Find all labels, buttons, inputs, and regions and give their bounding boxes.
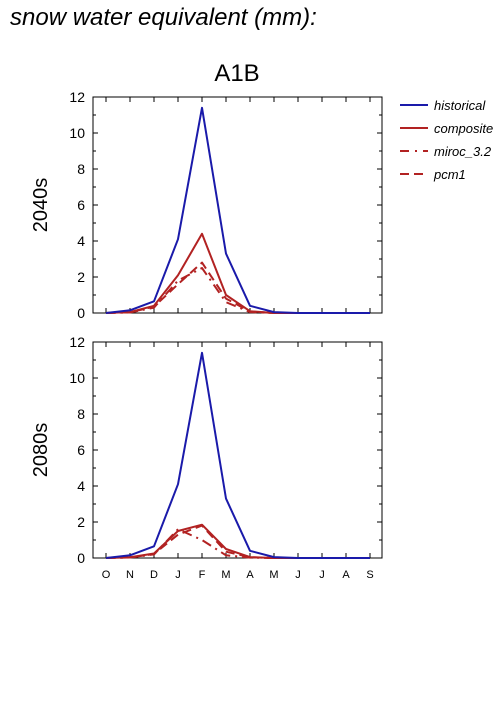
x-tick-label: J: [295, 569, 301, 581]
x-tick-label: F: [199, 569, 206, 581]
chart-panels: 0 2 4 6 8 10 12 2040s 0 2 4 6 8 10 12 O N D J F M A M J J A S 2080s: [30, 89, 383, 581]
panel-label: 2080s: [30, 423, 52, 478]
x-tick-label: S: [366, 569, 373, 581]
series-line-historical: [105, 106, 370, 314]
chart-title: A1B: [214, 60, 259, 87]
y-tick-label: 12: [69, 89, 85, 105]
y-tick-label: 4: [77, 233, 85, 249]
panel-2080s: 0 2 4 6 8 10 12 O N D J F M A M J J A S 2080s: [30, 334, 383, 581]
y-tick-label: 10: [69, 370, 85, 386]
y-tick-label: 4: [77, 478, 85, 494]
y-tick-label: 8: [77, 161, 85, 177]
legend-label-miroc_3.2: miroc_3.2: [434, 144, 492, 159]
x-tick-label: D: [150, 569, 158, 581]
y-tick-label: 8: [77, 406, 85, 422]
panel-label: 2040s: [30, 178, 52, 233]
x-tick-label: M: [221, 569, 230, 581]
y-tick-label: 6: [77, 442, 85, 458]
series-line-miroc_3.2: [105, 267, 370, 314]
series-line-composite: [105, 523, 370, 559]
x-tick-label: N: [126, 569, 134, 581]
x-tick-label: M: [269, 569, 278, 581]
y-tick-label: 0: [77, 550, 85, 566]
x-tick-label: A: [342, 569, 350, 581]
y-tick-label: 10: [69, 125, 85, 141]
series-line-composite: [105, 232, 370, 314]
y-tick-label: 12: [69, 334, 85, 350]
page-title: snow water equivalent (mm):: [10, 4, 317, 31]
chart-legend: historical composite miroc_3.2 pcm1: [400, 98, 493, 182]
y-tick-label: 2: [77, 514, 85, 530]
legend-label-pcm1: pcm1: [433, 167, 466, 182]
legend-label-composite: composite: [434, 121, 493, 136]
x-tick-label: J: [175, 569, 181, 581]
y-tick-label: 6: [77, 197, 85, 213]
panel-2040s: 0 2 4 6 8 10 12 2040s: [30, 89, 383, 321]
series-line-historical: [105, 351, 370, 559]
y-tick-label: 2: [77, 269, 85, 285]
legend-label-historical: historical: [434, 98, 486, 113]
x-tick-label: O: [102, 569, 111, 581]
y-tick-label: 0: [77, 305, 85, 321]
x-tick-label: J: [319, 569, 325, 581]
x-tick-label: A: [246, 569, 254, 581]
